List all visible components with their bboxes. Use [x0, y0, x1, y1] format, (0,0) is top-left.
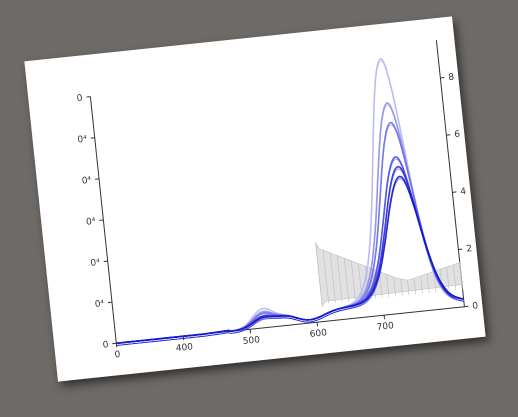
right-y-tick-label: 4 — [460, 187, 467, 198]
gray-band-hatch — [329, 252, 336, 303]
spectrum-series-2 — [116, 101, 464, 345]
right-y-tick-label: 6 — [454, 130, 461, 141]
gray-band-hatch — [446, 266, 450, 291]
x-tick-label: 700 — [376, 321, 394, 333]
series-layer — [116, 57, 464, 346]
gray-band-hatch — [407, 280, 410, 296]
x-tick-label: 400 — [175, 342, 193, 354]
spectrum-series-1 — [116, 57, 464, 345]
left-y-tick-label: 0 — [102, 340, 109, 351]
left-y-tick-label: 0 — [76, 93, 83, 104]
gray-band-hatch — [315, 242, 323, 305]
chart-card: 0 0⁴ 0⁴ 0⁴ 0⁴ 0⁴ 0 0 2 4 6 8 0 400 500 600 700 — [24, 16, 486, 382]
gray-band-hatch — [420, 275, 423, 294]
right-y-tick-label: 8 — [448, 73, 455, 84]
gray-band-hatch — [393, 276, 396, 297]
left-y-tick-label: 0⁴ — [94, 299, 105, 310]
spectrum-series-3 — [116, 121, 464, 345]
plot-axes — [89, 40, 465, 344]
gray-band-hatch — [459, 262, 463, 290]
x-tick-label: 0 — [114, 350, 121, 361]
right-y-tick-label: 0 — [472, 301, 479, 312]
gray-band-hatch — [413, 278, 417, 295]
x-tick-label: 500 — [242, 335, 260, 347]
spectrum-series-6 — [116, 175, 464, 345]
gray-band — [315, 242, 463, 308]
spectrum-series-6-band — [116, 178, 464, 346]
gray-band-hatch — [351, 260, 356, 301]
gray-band-hatch — [336, 255, 343, 303]
gray-band-hatch — [343, 258, 350, 302]
spectrum-series-1-band — [116, 60, 464, 346]
spectrum-series-2-band — [116, 104, 464, 346]
left-y-tick-label: 0⁴ — [90, 258, 101, 269]
spectrum-series-3-band — [116, 124, 464, 346]
gray-band-hatch — [322, 250, 330, 304]
gray-band-layer — [315, 242, 463, 308]
gray-band-hatch — [386, 274, 390, 298]
right-y-tick-label: 2 — [466, 244, 473, 255]
left-y-tick-label: 0⁴ — [86, 217, 97, 228]
gray-band-hatch — [400, 278, 403, 296]
gray-band-hatch — [379, 271, 383, 298]
left-y-tick-label: 0⁴ — [81, 176, 92, 187]
x-tick-label: 600 — [309, 328, 327, 340]
gray-band-hatch — [452, 264, 457, 291]
gray-band-hatch — [426, 273, 430, 293]
left-y-tick-label: 0⁴ — [77, 135, 88, 146]
